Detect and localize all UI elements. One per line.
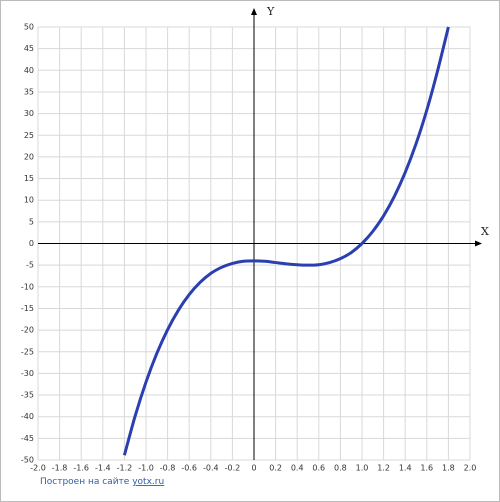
x-tick-label: 1.0 (356, 464, 369, 473)
x-tick-label: 0.4 (291, 464, 304, 473)
x-tick-label: -1.6 (73, 464, 89, 473)
x-tick-label: -0.8 (160, 464, 176, 473)
axes: -2.0 -1.8 -1.6 -1.4 -1.2 -1.0 -0.8 -0.6 -0.4 -0.2… (21, 8, 482, 473)
y-tick-label: -45 (21, 434, 34, 443)
x-tick-label: 1.2 (377, 464, 390, 473)
x-tick-label: -1.0 (138, 464, 154, 473)
y-tick-label: -10 (21, 282, 34, 291)
x-tick-label: 0.8 (334, 464, 347, 473)
x-tick-label: -1.4 (95, 464, 111, 473)
x-tick-label: -2.0 (30, 464, 46, 473)
x-tick-label: -0.6 (181, 464, 197, 473)
y-tick-label: 35 (24, 87, 34, 96)
y-tick-label: 10 (24, 196, 34, 205)
y-tick-label: -15 (21, 304, 34, 313)
y-tick-label: 20 (24, 152, 34, 161)
x-tick-label: -0.4 (203, 464, 219, 473)
x-tick-label: 0 (251, 464, 256, 473)
y-tick-label: 30 (24, 109, 34, 118)
y-tick-label: -20 (21, 326, 34, 335)
curve (122, 26, 450, 456)
x-tick-label: -0.2 (225, 464, 241, 473)
y-tick-label: 40 (24, 66, 34, 75)
y-axis-arrow (251, 8, 257, 15)
footer: Построен на сайте yotx.ru (40, 477, 164, 487)
y-tick-label: -35 (21, 391, 34, 400)
y-tick-label: -5 (26, 261, 34, 270)
y-tick-label: 15 (24, 174, 34, 183)
footer-text: Построен на сайте (40, 477, 130, 487)
y-tick-label: 50 (24, 23, 34, 32)
x-axis-arrow (475, 240, 482, 247)
y-tick-label: 5 (29, 217, 34, 226)
y-tick-label: 25 (24, 131, 34, 140)
x-tick-label: 1.8 (442, 464, 455, 473)
x-tick-label: 0.2 (269, 464, 282, 473)
y-tick-label: -50 (21, 456, 34, 465)
footer-link[interactable]: yotx.ru (132, 477, 164, 487)
x-tick-label: 1.6 (420, 464, 433, 473)
x-tick-label: -1.2 (117, 464, 133, 473)
y-tick-label: -25 (21, 347, 34, 356)
y-tick-label: -30 (21, 369, 34, 378)
y-tick-label: -40 (21, 412, 34, 421)
y-tick-label: 0 (29, 239, 34, 248)
y-axis-label: Y (266, 5, 275, 18)
x-tick-label: 2.0 (464, 464, 477, 473)
x-tick-label: 0.6 (312, 464, 325, 473)
x-tick-label: 1.4 (399, 464, 412, 473)
y-tick-label: 45 (24, 44, 34, 53)
plot (122, 26, 450, 456)
x-axis-label: X (481, 225, 489, 238)
x-tick-label: -1.8 (52, 464, 68, 473)
